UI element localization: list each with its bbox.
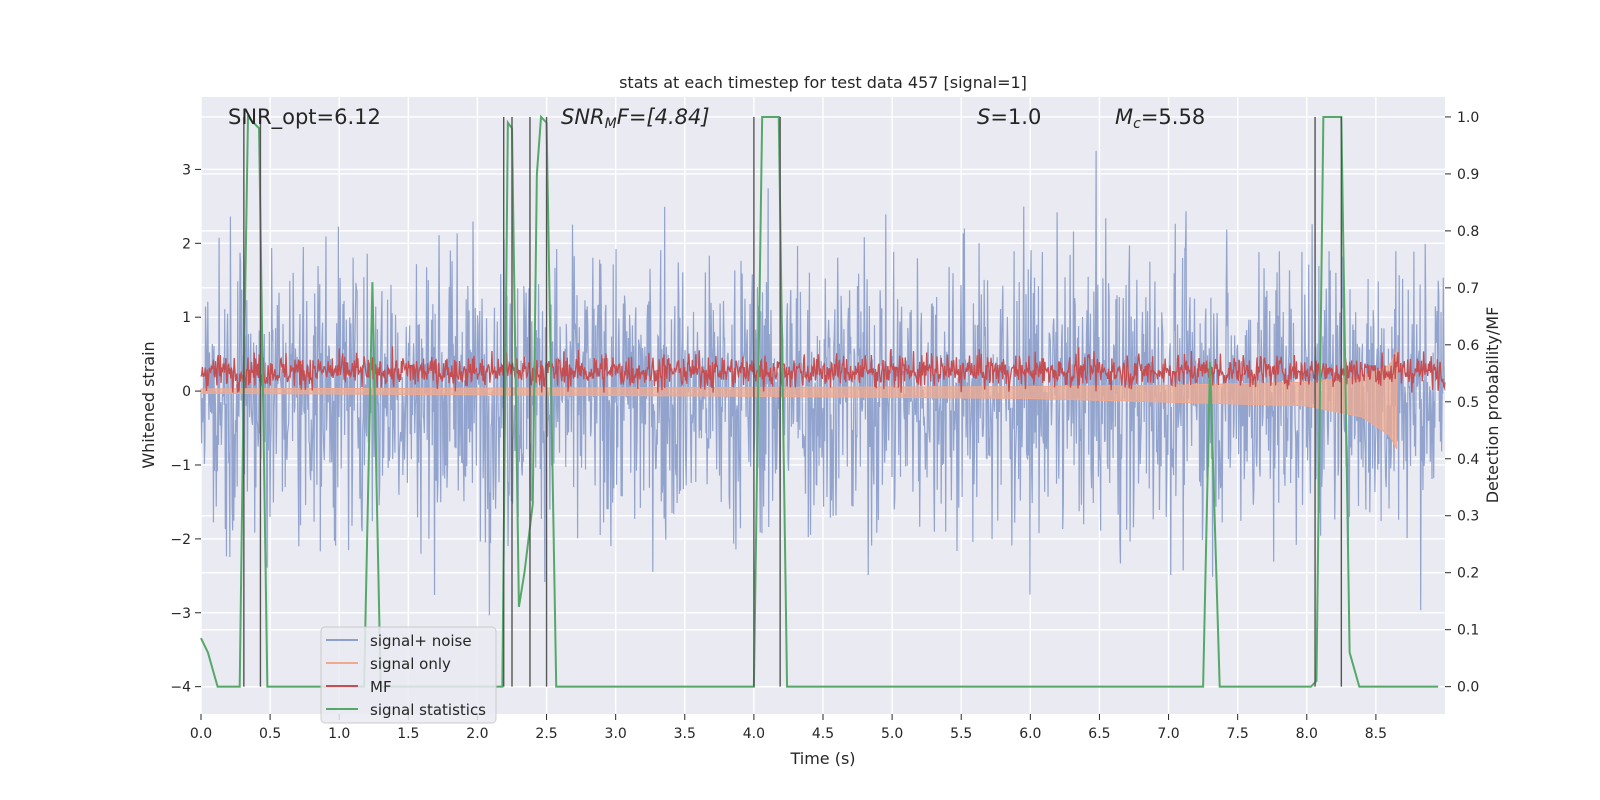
y-tick-label-right: 0.3 (1457, 509, 1479, 525)
y-axis-right-label: Detection probability/MF (1483, 307, 1502, 504)
x-tick-label: 7.5 (1227, 726, 1249, 742)
annotation-s-var: S (977, 105, 990, 129)
x-tick-label: 4.0 (743, 726, 765, 742)
y-tick-label-left: −3 (170, 606, 191, 622)
legend-box (320, 626, 497, 724)
series-signal-noise (200, 150, 1446, 616)
annotation-snr-mf-prefix: SNR (561, 105, 605, 129)
x-tick-label: 5.5 (950, 726, 972, 742)
y-tick-label-left: −4 (170, 680, 191, 696)
x-tick-label: 5.0 (881, 726, 903, 742)
annotation-snr-mf-sub: M (605, 116, 617, 132)
y-tick-label-right: 0.1 (1457, 623, 1479, 639)
annotation-s-value: =1.0 (990, 105, 1041, 129)
x-tick-label: 7.0 (1157, 726, 1179, 742)
vertical-lines (243, 116, 1343, 687)
legend-label-signal-statistics: signal statistics (370, 701, 486, 719)
y-tick-label-left: 3 (182, 162, 191, 178)
x-tick-label: 6.5 (1088, 726, 1110, 742)
y-tick-label-left: −1 (170, 458, 191, 474)
annotation-mc-sub: c (1133, 116, 1141, 132)
annotation-snr-mf: SNRMF=[4.84] (561, 105, 710, 132)
x-tick-label: 2.0 (466, 726, 488, 742)
y-tick-label-right: 0.8 (1457, 224, 1479, 240)
y-axis-left-label: Whitened strain (139, 341, 158, 468)
x-tick-label: 0.5 (259, 726, 281, 742)
x-tick-label: 3.0 (605, 726, 627, 742)
x-tick-label: 2.5 (535, 726, 557, 742)
series-signal-statistics (200, 114, 1439, 688)
y-tick-label-right: 0.0 (1457, 680, 1479, 696)
legend-label-signal-noise: signal+ noise (370, 632, 472, 650)
series-mf (200, 346, 1446, 393)
annotation-snr-opt: SNR_opt=6.12 (228, 105, 381, 130)
x-tick-label: 6.0 (1019, 726, 1041, 742)
series-layer (200, 114, 1446, 688)
annotation-mc: Mc=5.58 (1115, 105, 1205, 132)
ticks: 0.0 0.5 1.0 1.5 2.0 2.5 3.0 3.5 4.0 4.5 5.0 5.5 6.0 6… (170, 110, 1479, 742)
y-tick-label-left: 2 (182, 236, 191, 252)
x-axis-label: Time (s) (789, 749, 855, 768)
x-tick-label: 8.0 (1296, 726, 1318, 742)
annotation-s: S=1.0 (977, 105, 1041, 129)
x-tick-label: 3.5 (674, 726, 696, 742)
chart-title: stats at each timestep for test data 457… (619, 73, 1027, 92)
annotation-mc-value: =5.58 (1141, 105, 1205, 129)
x-tick-label: 0.0 (190, 726, 212, 742)
annotation-snr-mf-suffix: F=[4.84] (617, 105, 710, 129)
x-tick-label: 1.5 (397, 726, 419, 742)
y-tick-label-right: 0.9 (1457, 167, 1479, 183)
series-signal-only (200, 350, 1398, 449)
annotation-mc-var: M (1115, 105, 1133, 129)
y-tick-label-right: 0.4 (1457, 452, 1479, 468)
legend-label-signal-only: signal only (370, 655, 451, 673)
y-tick-label-right: 1.0 (1457, 110, 1479, 126)
y-tick-label-left: 1 (182, 310, 191, 326)
y-tick-label-right: 0.5 (1457, 395, 1479, 411)
legend-label-mf: MF (370, 678, 392, 696)
x-tick-label: 1.0 (328, 726, 350, 742)
y-tick-label-left: −2 (170, 532, 191, 548)
y-tick-label-left: 0 (182, 384, 191, 400)
x-tick-label: 8.5 (1365, 726, 1387, 742)
y-tick-label-right: 0.7 (1457, 281, 1479, 297)
legend: signal+ noise signal only MF signal stat… (320, 626, 497, 724)
x-tick-label: 4.5 (812, 726, 834, 742)
y-tick-label-right: 0.6 (1457, 338, 1479, 354)
y-tick-label-right: 0.2 (1457, 566, 1479, 582)
